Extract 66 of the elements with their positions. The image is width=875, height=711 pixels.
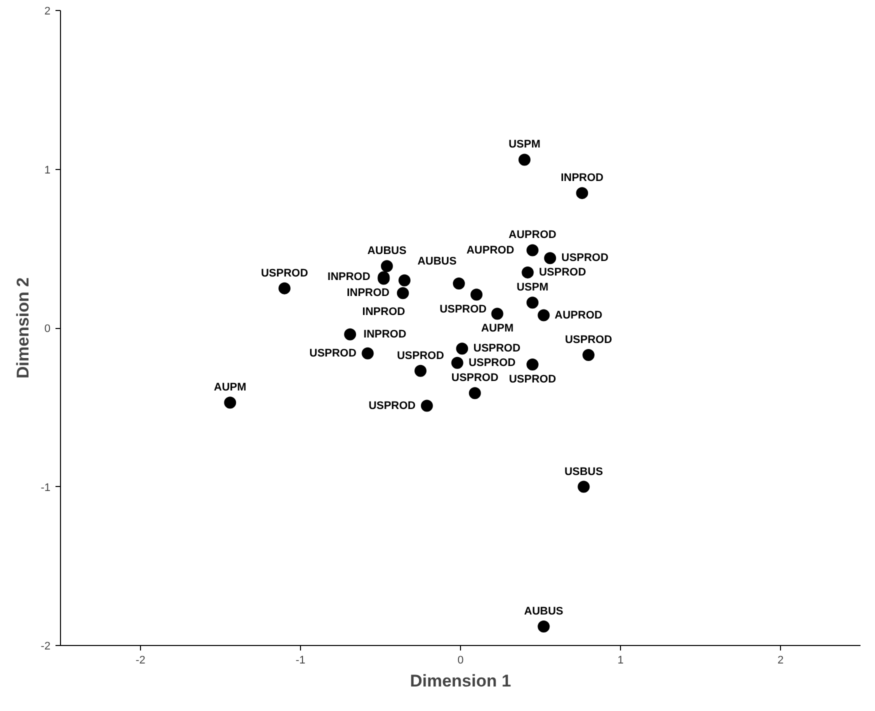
data-label: AUPROD	[554, 309, 602, 322]
data-label: USPROD	[564, 334, 612, 346]
data-label: INPROD	[560, 172, 604, 184]
point	[491, 308, 504, 320]
data-label: USBUS	[564, 466, 603, 478]
data-label: USPM	[508, 138, 540, 151]
y-tick-label: 1	[44, 164, 51, 176]
data-label: USPROD	[309, 347, 356, 360]
data-label: USPROD	[368, 400, 416, 412]
data-label: INPROD	[364, 328, 406, 340]
data-label: USPROD	[451, 372, 498, 384]
point	[398, 274, 410, 286]
point	[362, 347, 374, 360]
point	[420, 400, 433, 412]
data-label: AUPROD	[466, 244, 514, 257]
data-label: AUPM	[481, 322, 514, 335]
data-label: AUPM	[214, 382, 246, 394]
data-label: USPROD	[260, 267, 308, 280]
x-tick-label: -2	[136, 654, 146, 666]
point	[526, 358, 538, 370]
data-label: INPROD	[362, 306, 406, 318]
data-label: USPROD	[396, 350, 444, 362]
y-tick-label: -2	[40, 640, 50, 652]
point	[468, 387, 481, 400]
x-tick-label: 2	[777, 654, 784, 666]
data-label: USPROD	[561, 252, 608, 264]
data-label: INPROD	[328, 271, 370, 284]
x-tick-label: -1	[296, 654, 306, 666]
point	[456, 342, 468, 355]
data-label: USPROD	[468, 356, 516, 369]
point	[544, 252, 556, 264]
data-label: USPROD	[538, 266, 586, 278]
point	[526, 296, 538, 309]
point	[522, 266, 534, 278]
y-axis-title: Dimension 2	[14, 277, 33, 379]
point	[224, 396, 236, 409]
x-axis-title: Dimension 1	[410, 672, 512, 690]
point	[452, 278, 465, 290]
point	[526, 244, 538, 256]
data-label: AUBUS	[417, 255, 457, 268]
point	[582, 349, 594, 361]
point	[470, 288, 482, 301]
point	[538, 620, 550, 632]
point	[576, 187, 588, 200]
x-tick-label: 0	[457, 654, 464, 666]
data-label: INPROD	[346, 287, 390, 300]
data-label: AUPROD	[508, 229, 556, 242]
point	[414, 364, 426, 377]
point	[518, 154, 530, 166]
point	[578, 480, 590, 493]
point	[344, 328, 356, 340]
data-label: AUBUS	[524, 605, 564, 618]
point	[278, 282, 290, 294]
x-tick-label: 1	[617, 654, 624, 666]
data-label: USPROD	[440, 304, 487, 316]
point	[396, 287, 409, 300]
data-label: USPROD	[473, 342, 520, 355]
y-tick-label: 2	[44, 6, 51, 18]
data-label: USPM	[516, 282, 548, 294]
point	[538, 309, 550, 322]
point	[380, 260, 393, 272]
data-label: USPROD	[508, 374, 556, 386]
y-tick-label: -1	[40, 482, 50, 494]
point	[451, 356, 464, 369]
data-label: AUBUS	[367, 245, 406, 258]
y-tick-label: 0	[44, 323, 51, 335]
